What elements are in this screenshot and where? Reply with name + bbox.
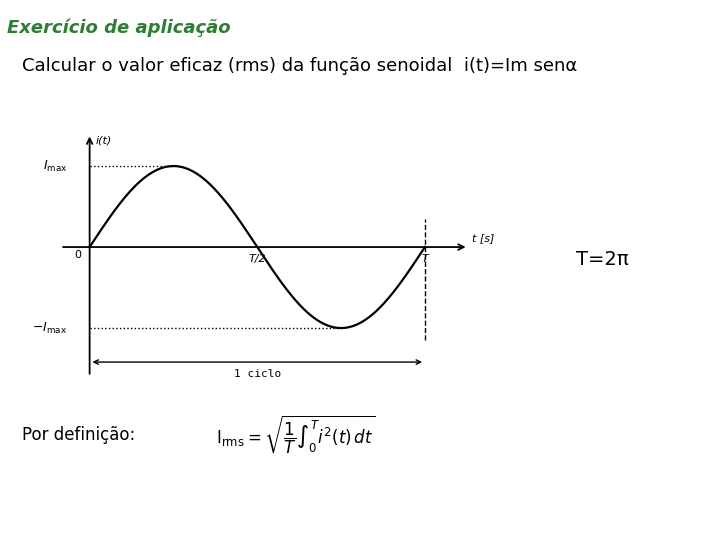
- Text: 1 ciclo: 1 ciclo: [233, 368, 281, 379]
- Text: T: T: [421, 254, 428, 264]
- Text: Exercício de aplicação: Exercício de aplicação: [7, 19, 231, 37]
- Text: Por definição:: Por definição:: [22, 426, 135, 444]
- Text: T/2: T/2: [248, 254, 266, 264]
- Text: t [s]: t [s]: [472, 233, 494, 243]
- Text: $\mathrm{I_{rms}}=\sqrt{\dfrac{1}{T}\int_0^T i^2(t)\,dt}$: $\mathrm{I_{rms}}=\sqrt{\dfrac{1}{T}\int…: [216, 413, 375, 456]
- Text: $I_{\max}$: $I_{\max}$: [42, 159, 67, 173]
- Text: $-I_{\max}$: $-I_{\max}$: [32, 321, 67, 335]
- Text: Calcular o valor eficaz (rms) da função senoidal  i(t)=Im senα: Calcular o valor eficaz (rms) da função …: [22, 57, 577, 75]
- Text: T=2π: T=2π: [576, 249, 629, 269]
- Text: 0: 0: [74, 250, 81, 260]
- Text: i(t): i(t): [96, 136, 112, 145]
